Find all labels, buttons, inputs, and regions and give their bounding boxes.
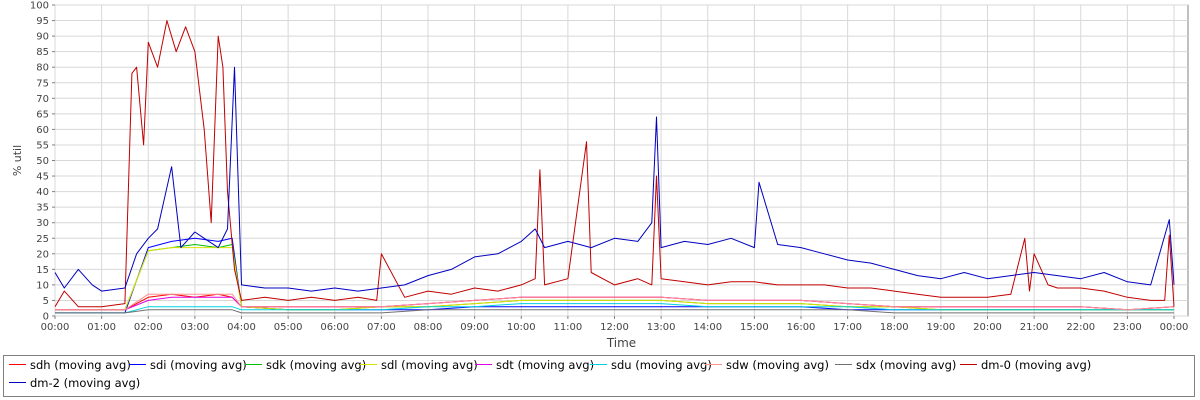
legend-swatch — [475, 364, 492, 365]
series-line — [54, 66, 1175, 292]
y-tick-label: 100 — [30, 1, 49, 12]
x-tick-label: 18:00 — [880, 322, 909, 333]
y-axis-label: % util — [11, 145, 24, 176]
y-tick-label: 0 — [43, 312, 49, 323]
x-tick-label: 09:00 — [460, 322, 489, 333]
y-tick-label: 10 — [36, 280, 49, 291]
legend-item: sdh (moving avg) — [9, 356, 131, 374]
x-tick-label: 04:00 — [227, 322, 256, 333]
line-chart: 0 5 10 15 20 25 30 35 40 45 50 55 60 65 70 75 80 85 90 95 10… — [11, 1, 1189, 350]
legend-swatch — [705, 364, 722, 365]
x-tick-label: 00:00 — [1160, 322, 1189, 333]
y-tick-label: 60 — [36, 125, 49, 136]
x-tick-label: 14:00 — [693, 322, 722, 333]
y-tick-label: 40 — [36, 187, 49, 198]
y-tick-label: 95 — [36, 16, 49, 27]
x-tick-label: 06:00 — [320, 322, 349, 333]
y-tick-label: 65 — [36, 109, 49, 120]
legend-item: sdx (moving avg) — [835, 356, 956, 374]
x-axis-ticks: 00:00 01:00 02:00 03:00 04:00 05:00 06:00 07:00… — [41, 316, 1189, 333]
y-tick-label: 30 — [36, 218, 49, 229]
x-tick-label: 20:00 — [973, 322, 1002, 333]
legend-item: dm-2 (moving avg) — [9, 374, 140, 392]
legend-swatch — [129, 364, 146, 365]
y-tick-label: 15 — [36, 265, 49, 276]
y-tick-label: 90 — [36, 32, 49, 43]
x-tick-label: 23:00 — [1113, 322, 1142, 333]
y-tick-label: 5 — [43, 296, 49, 307]
x-tick-label: 03:00 — [180, 322, 209, 333]
y-tick-label: 25 — [36, 234, 49, 245]
gridlines — [54, 4, 1188, 317]
x-tick-label: 12:00 — [600, 322, 629, 333]
legend: sdh (moving avg) sdi (moving avg) sdk (mov… — [3, 355, 1195, 397]
y-tick-label: 35 — [36, 203, 49, 214]
y-tick-label: 20 — [36, 249, 49, 260]
y-tick-label: 45 — [36, 172, 49, 183]
x-tick-label: 10:00 — [507, 322, 536, 333]
series-line — [55, 293, 1175, 311]
legend-label: sdl (moving avg) — [381, 358, 478, 372]
legend-swatch — [245, 364, 262, 365]
y-tick-label: 85 — [36, 47, 49, 58]
legend-label: dm-0 (moving avg) — [981, 358, 1092, 372]
legend-label: dm-2 (moving avg) — [30, 376, 141, 390]
y-tick-label: 75 — [36, 78, 49, 89]
series-layer — [54, 20, 1175, 314]
legend-swatch — [9, 364, 26, 365]
series-line — [55, 309, 1174, 314]
legend-label: sdu (moving avg) — [611, 358, 712, 372]
legend-label: sdw (moving avg) — [726, 358, 829, 372]
x-tick-label: 00:00 — [41, 322, 70, 333]
legend-item: sdk (moving avg) — [245, 356, 366, 374]
x-tick-label: 21:00 — [1020, 322, 1049, 333]
series-line — [55, 303, 1174, 314]
x-tick-label: 19:00 — [926, 322, 955, 333]
legend-swatch — [960, 364, 977, 365]
y-tick-label: 80 — [36, 63, 49, 74]
legend-item: sdl (moving avg) — [360, 356, 478, 374]
x-tick-label: 16:00 — [787, 322, 816, 333]
legend-swatch — [9, 382, 26, 383]
legend-label: sdt (moving avg) — [496, 358, 595, 372]
legend-label: sdx (moving avg) — [856, 358, 957, 372]
legend-item: sdt (moving avg) — [475, 356, 594, 374]
x-tick-label: 07:00 — [367, 322, 396, 333]
legend-swatch — [360, 364, 377, 365]
legend-label: sdi (moving avg) — [150, 358, 247, 372]
legend-label: sdk (moving avg) — [266, 358, 367, 372]
legend-item: sdu (moving avg) — [590, 356, 712, 374]
y-axis-ticks: 0 5 10 15 20 25 30 35 40 45 50 55 60 65 70 75 80 85 90 95 10… — [30, 1, 55, 323]
legend-swatch — [835, 364, 852, 365]
x-axis-label: Time — [606, 336, 636, 350]
legend-item: sdw (moving avg) — [705, 356, 829, 374]
x-tick-label: 17:00 — [833, 322, 862, 333]
legend-swatch — [590, 364, 607, 365]
x-tick-label: 02:00 — [134, 322, 163, 333]
x-tick-label: 01:00 — [87, 322, 116, 333]
y-tick-label: 50 — [36, 156, 49, 167]
x-tick-label: 11:00 — [553, 322, 582, 333]
x-tick-label: 08:00 — [414, 322, 443, 333]
x-tick-label: 05:00 — [274, 322, 303, 333]
y-tick-label: 70 — [36, 94, 49, 105]
x-tick-label: 22:00 — [1066, 322, 1095, 333]
legend-label: sdh (moving avg) — [30, 358, 131, 372]
legend-item: dm-0 (moving avg) — [960, 356, 1091, 374]
x-tick-label: 13:00 — [647, 322, 676, 333]
series-line — [54, 20, 1175, 308]
legend-item: sdi (moving avg) — [129, 356, 247, 374]
y-tick-label: 55 — [36, 140, 49, 151]
x-tick-label: 15:00 — [740, 322, 769, 333]
